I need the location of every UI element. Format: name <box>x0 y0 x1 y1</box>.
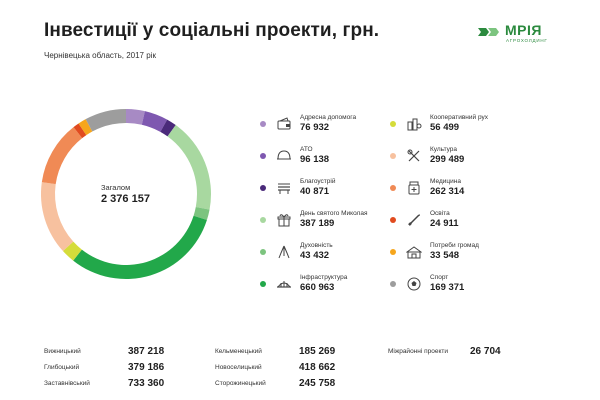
page-title: Інвестиції у соціальні проекти, грн. <box>44 20 380 41</box>
legend-label: Адресна допомога <box>300 114 357 121</box>
company-logo: МРІЯ АГРОХОЛДИНГ <box>478 22 568 46</box>
total-value: 2 376 157 <box>101 193 150 205</box>
legend-value: 33 548 <box>430 250 460 261</box>
legend-value: 299 489 <box>430 154 465 165</box>
bench-icon <box>278 183 290 194</box>
donut-slice <box>41 182 74 252</box>
donut-slice <box>73 123 87 139</box>
legend-color-dot <box>260 281 266 287</box>
legend-color-dot <box>260 249 266 255</box>
legend-label: Потреби громад <box>430 242 479 249</box>
ball-icon <box>407 277 421 291</box>
legend-label: Благоустрій <box>300 178 336 185</box>
legend-label: Кооперативний рух <box>430 114 488 121</box>
district-name: Глибоцький <box>44 364 80 371</box>
community-icon <box>406 246 422 259</box>
district-name: Кельменецький <box>215 348 262 355</box>
legend-color-dot <box>390 249 396 255</box>
donut-slice <box>126 109 145 125</box>
district-value: 245 758 <box>299 378 336 389</box>
logo-arrows-icon <box>478 28 499 36</box>
legend-value: 43 432 <box>300 250 330 261</box>
legend-label: День святого Миколая <box>300 210 368 217</box>
district-name: Сторожинецький <box>215 380 266 387</box>
legend-color-dot <box>390 281 396 287</box>
district-value: 379 186 <box>128 362 165 373</box>
logo-name: МРІЯ <box>505 22 542 38</box>
legend-value: 40 871 <box>300 186 330 197</box>
district-name: Новоселицький <box>215 364 262 371</box>
legend-value: 387 189 <box>300 218 335 229</box>
total-label: Загалом <box>101 183 131 192</box>
donut-slice <box>85 109 126 132</box>
legend-color-dot <box>390 121 396 127</box>
legend-label: АТО <box>300 146 313 153</box>
legend-color-dot <box>260 153 266 159</box>
logo-tagline: АГРОХОЛДИНГ <box>506 38 548 43</box>
district-name: Міжрайонні проекти <box>388 348 449 355</box>
medicine-icon <box>408 181 420 195</box>
donut-slice <box>160 119 176 137</box>
helmet-icon <box>277 150 291 160</box>
legend-value: 56 499 <box>430 122 460 133</box>
district-name: Заставнівський <box>44 380 90 387</box>
wallet-icon <box>277 117 291 130</box>
culture-icon <box>407 149 420 162</box>
total-block: Загалом 2 376 157 <box>101 183 150 205</box>
education-icon <box>408 214 420 226</box>
legend-label: Інфраструктура <box>300 274 348 281</box>
district-value: 26 704 <box>470 346 501 357</box>
legend-value: 24 911 <box>430 218 459 229</box>
legend-color-dot <box>390 185 396 191</box>
gift-icon <box>277 214 291 227</box>
legend-label: Культура <box>430 146 458 153</box>
legend-label: Освіта <box>430 210 450 217</box>
legend-color-dot <box>390 153 396 159</box>
donut-slice <box>141 111 168 132</box>
legend-value: 76 932 <box>300 122 330 133</box>
district-value: 418 662 <box>299 362 336 373</box>
donut-slice <box>78 119 93 136</box>
legend-value: 169 371 <box>430 282 465 293</box>
legend-color-dot <box>260 217 266 223</box>
district-name: Вижницький <box>44 348 81 355</box>
legend-label: Духовність <box>300 242 333 249</box>
district-value: 387 218 <box>128 346 165 357</box>
legend-color-dot <box>260 121 266 127</box>
district-value: 185 269 <box>299 346 336 357</box>
legend-value: 96 138 <box>300 154 330 165</box>
praying-hands-icon <box>278 245 290 259</box>
legend-value: 660 963 <box>300 282 335 293</box>
donut-slice <box>167 125 212 210</box>
legend-label: Спорт <box>430 274 449 281</box>
cooperative-icon <box>407 118 422 131</box>
donut-slice <box>62 241 82 261</box>
legend-value: 262 314 <box>430 186 465 197</box>
district-value: 733 360 <box>128 378 165 389</box>
legend-color-dot <box>390 217 396 223</box>
donut-slice <box>193 207 210 221</box>
legend-label: Медицина <box>430 178 461 185</box>
donut-slice <box>41 127 83 185</box>
donut-slice <box>73 215 207 279</box>
legend-color-dot <box>260 185 266 191</box>
page-subtitle: Чернівецька область, 2017 рік <box>44 51 156 60</box>
bridge-icon <box>277 281 291 288</box>
